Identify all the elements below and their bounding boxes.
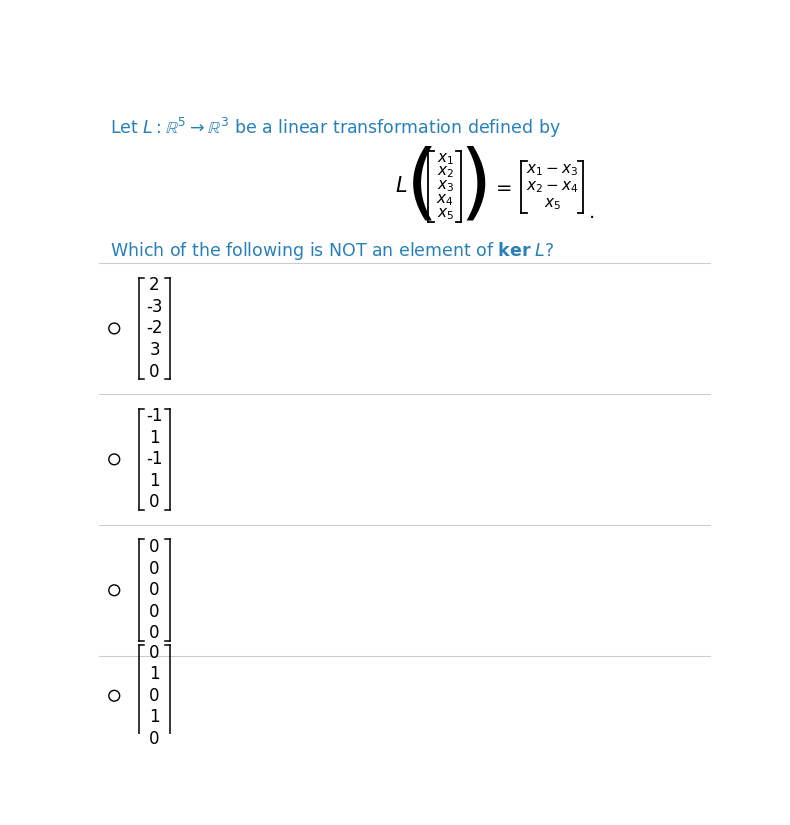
Text: $x_2 - x_4$: $x_2 - x_4$ <box>526 179 578 195</box>
Text: Which of the following is NOT an element of $\mathbf{ker}\; \mathit{L}$?: Which of the following is NOT an element… <box>111 240 555 262</box>
Text: 0: 0 <box>149 625 160 643</box>
Text: 3: 3 <box>149 341 160 359</box>
Text: 1: 1 <box>149 472 160 490</box>
Text: 1: 1 <box>149 429 160 447</box>
Text: $x_1$: $x_1$ <box>437 151 453 167</box>
Text: 0: 0 <box>149 644 160 662</box>
Text: 0: 0 <box>149 559 160 578</box>
Text: $\mathit{L}$: $\mathit{L}$ <box>395 176 407 196</box>
Text: $=$: $=$ <box>491 177 512 196</box>
Text: $x_5$: $x_5$ <box>544 196 561 211</box>
Text: 1: 1 <box>149 709 160 726</box>
Text: .: . <box>589 204 595 223</box>
Text: $x_5$: $x_5$ <box>437 206 453 223</box>
Text: $x_2$: $x_2$ <box>437 164 453 180</box>
Text: $x_1 - x_3$: $x_1 - x_3$ <box>526 162 578 177</box>
Text: Let $\mathit{L} : \mathbb{R}^5 \rightarrow \mathbb{R}^3$ be a linear transformat: Let $\mathit{L} : \mathbb{R}^5 \rightarr… <box>111 116 561 140</box>
Text: 0: 0 <box>149 493 160 512</box>
Text: 0: 0 <box>149 582 160 599</box>
Text: $($: $($ <box>405 145 433 227</box>
Text: $x_3$: $x_3$ <box>437 178 453 194</box>
Text: 0: 0 <box>149 538 160 556</box>
Text: -3: -3 <box>146 298 163 316</box>
Text: $x_4$: $x_4$ <box>436 192 454 208</box>
Text: 1: 1 <box>149 665 160 683</box>
Text: 0: 0 <box>149 686 160 705</box>
Text: -2: -2 <box>146 319 163 337</box>
Text: -1: -1 <box>146 450 163 469</box>
Text: 0: 0 <box>149 603 160 621</box>
Text: 0: 0 <box>149 730 160 748</box>
Text: -1: -1 <box>146 408 163 425</box>
Text: 0: 0 <box>149 362 160 380</box>
Text: 2: 2 <box>149 276 160 295</box>
Text: $)$: $)$ <box>460 145 487 227</box>
